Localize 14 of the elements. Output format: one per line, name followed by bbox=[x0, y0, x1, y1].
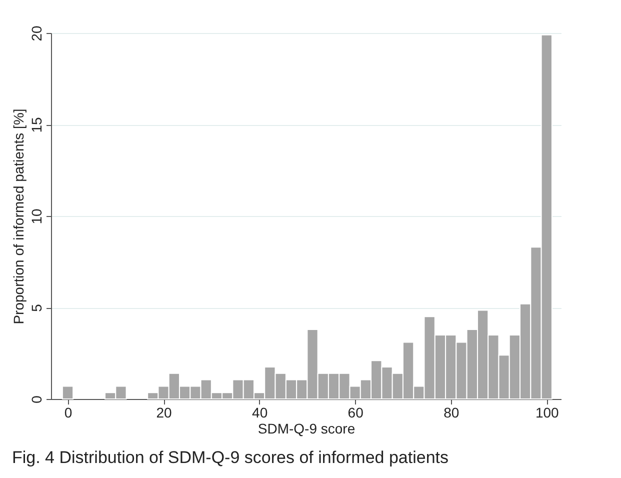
y-tick-label: 0 bbox=[28, 395, 44, 404]
x-tick-label: 100 bbox=[535, 404, 560, 420]
y-tick-label: 20 bbox=[28, 26, 44, 42]
caption: Fig. 4 Distribution of SDM-Q-9 scores of informed patients bbox=[12, 448, 448, 467]
x-tick-label: 0 bbox=[64, 404, 72, 420]
x-tick-label: 80 bbox=[444, 404, 460, 420]
y-axis-title: Proportion of informed patients [%] bbox=[10, 108, 26, 324]
y-tick-label: 5 bbox=[28, 304, 44, 312]
x-tick-label: 60 bbox=[348, 404, 364, 420]
x-tick-label: 40 bbox=[252, 404, 268, 420]
y-tick-label: 10 bbox=[28, 208, 44, 224]
x-tick-label: 20 bbox=[156, 404, 172, 420]
x-axis-title: SDM-Q-9 score bbox=[258, 420, 356, 436]
y-tick-label: 15 bbox=[28, 117, 44, 133]
